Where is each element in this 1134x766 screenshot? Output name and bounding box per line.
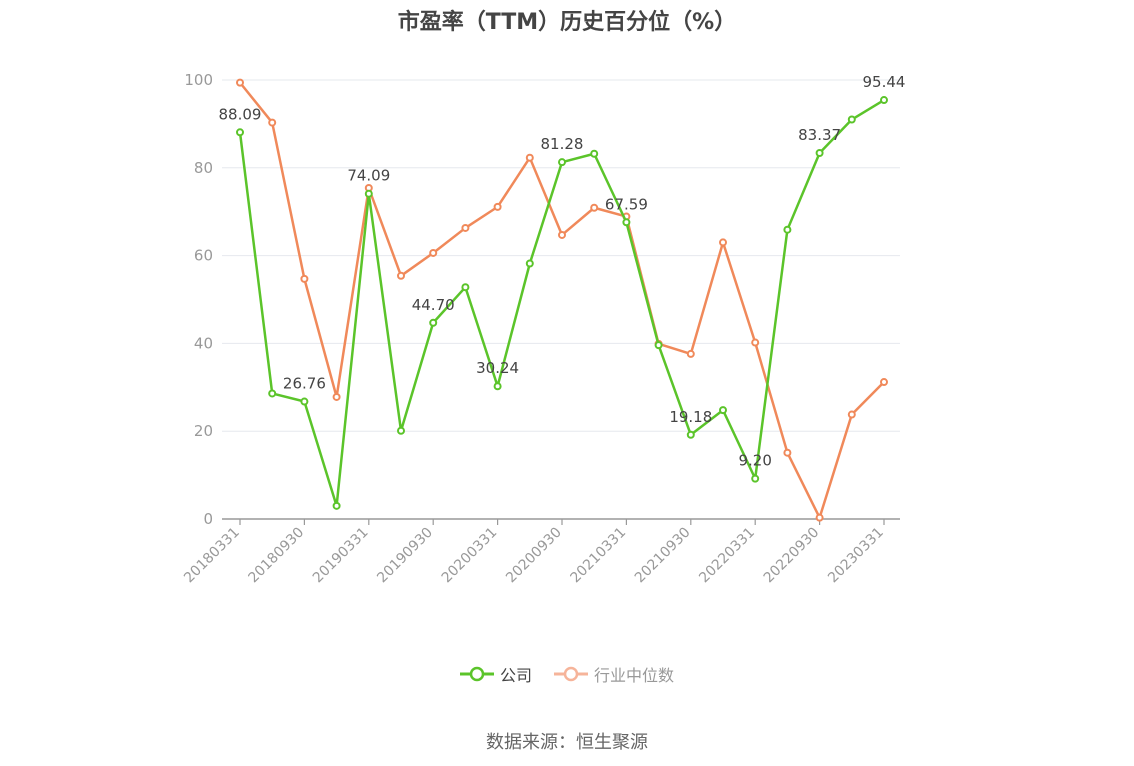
legend-item[interactable]: 行业中位数 <box>554 662 674 686</box>
data-point <box>268 389 277 398</box>
data-label: 26.76 <box>283 375 326 393</box>
data-point <box>300 274 309 283</box>
data-label: 83.37 <box>798 126 841 144</box>
y-tick-label: 80 <box>194 159 213 177</box>
data-point <box>783 448 792 457</box>
data-point <box>622 218 631 227</box>
data-point <box>847 410 856 419</box>
y-tick-label: 60 <box>194 247 213 265</box>
data-point <box>268 118 277 127</box>
data-label: 19.18 <box>669 408 712 426</box>
y-tick-label: 40 <box>194 334 213 352</box>
data-point <box>236 128 244 137</box>
data-point <box>686 349 695 358</box>
data-point <box>300 397 309 406</box>
data-point <box>847 115 856 124</box>
x-tick-label: 20210331 <box>568 525 630 587</box>
data-point <box>525 153 534 162</box>
x-tick-label: 20230331 <box>825 525 887 587</box>
data-label: 67.59 <box>605 195 648 213</box>
data-label: 30.24 <box>476 359 519 377</box>
x-tick-label: 20190331 <box>310 525 372 587</box>
series-lines <box>236 78 888 522</box>
data-point <box>558 230 566 239</box>
data-label: 74.09 <box>347 167 390 185</box>
legend-item[interactable]: 公司 <box>459 662 532 686</box>
data-point <box>590 203 599 212</box>
x-tick-label: 20180331 <box>181 525 243 587</box>
data-point <box>461 283 470 292</box>
x-tick-label: 20210930 <box>632 525 694 587</box>
legend: 公司 行业中位数 <box>0 662 1134 686</box>
data-label: 95.44 <box>863 73 906 91</box>
data-point <box>493 202 502 211</box>
y-tick-label: 20 <box>194 422 213 440</box>
data-label: 44.70 <box>412 296 455 314</box>
data-point <box>783 225 792 234</box>
y-tick-label: 100 <box>184 71 213 89</box>
legend-label: 行业中位数 <box>594 666 675 685</box>
x-tick-label: 20200930 <box>503 525 565 587</box>
data-point <box>364 189 373 198</box>
legend-marker-icon <box>459 666 494 682</box>
data-point <box>751 474 760 483</box>
data-point <box>493 382 502 391</box>
x-tick-label: 20220331 <box>696 525 758 587</box>
data-point <box>429 318 438 327</box>
x-tick-label: 20220930 <box>761 525 823 587</box>
data-point <box>332 392 341 401</box>
data-point <box>751 338 760 347</box>
data-point <box>880 378 888 387</box>
data-point <box>719 238 727 247</box>
data-point <box>815 149 824 158</box>
data-point <box>654 341 663 350</box>
chart-title: 市盈率（TTM）历史百分位（%） <box>397 10 737 35</box>
data-point <box>815 513 824 522</box>
x-tick-label: 20190930 <box>374 525 436 587</box>
data-point <box>332 501 341 510</box>
data-labels: 88.09 26.76 74.09 44.70 30.24 81.28 67.59 19.18… <box>219 73 906 470</box>
data-point <box>461 223 470 232</box>
data-point <box>590 149 599 158</box>
data-point <box>236 78 244 87</box>
legend-label: 公司 <box>499 666 532 685</box>
data-label: 81.28 <box>541 135 584 153</box>
source-note: 数据来源：恒生聚源 <box>486 732 648 753</box>
data-label: 9.20 <box>738 452 771 470</box>
data-point <box>525 259 534 268</box>
data-point <box>429 248 438 257</box>
data-point <box>686 430 695 439</box>
data-point <box>397 271 405 280</box>
data-point <box>397 426 405 435</box>
y-tick-label: 0 <box>203 510 213 528</box>
data-point <box>880 96 888 105</box>
x-tick-label: 20200331 <box>439 525 501 587</box>
data-point <box>558 158 566 167</box>
data-label: 88.09 <box>219 105 262 123</box>
data-point <box>719 406 727 415</box>
x-tick-label: 20180930 <box>246 525 308 587</box>
legend-marker-icon <box>554 666 588 682</box>
